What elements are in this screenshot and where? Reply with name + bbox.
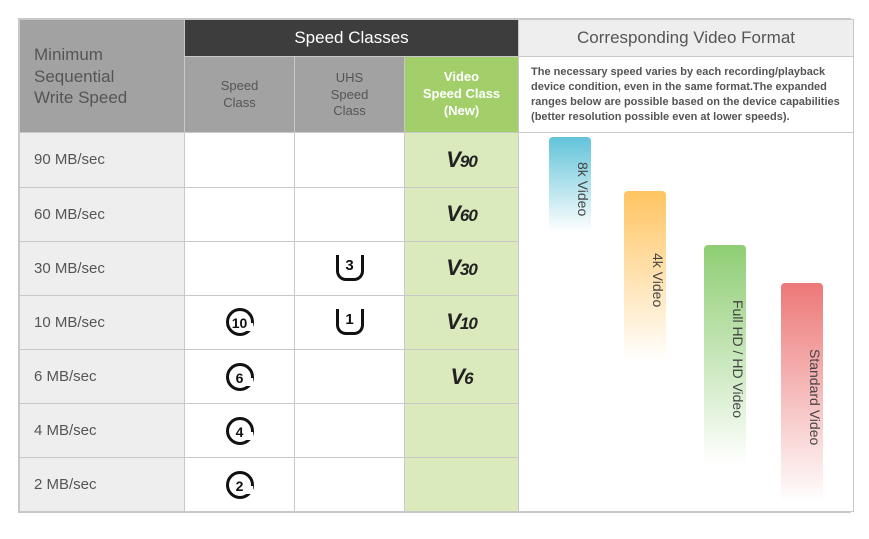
subhead-speed-class: SpeedClass [185,57,295,133]
class-c-icon: 4 [226,417,254,445]
video-class-label: V90 [446,147,477,172]
video-format-bar: 8k Video [549,137,591,232]
video-class-cell: V10 [405,295,519,349]
speed-cell: 30 MB/sec [20,241,185,295]
video-class-cell: V6 [405,349,519,403]
video-class-cell: V30 [405,241,519,295]
video-class-cell: V60 [405,187,519,241]
header-video-format: Corresponding Video Format [519,20,854,57]
uhs-cell [295,133,405,187]
class-c-icon: 6 [226,363,254,391]
class-c-cell: 10 [185,295,295,349]
class-c-cell: 2 [185,458,295,512]
class-c-cell: 4 [185,404,295,458]
class-c-cell [185,241,295,295]
table-row: 90 MB/secV908k Video4k VideoFull HD / HD… [20,133,854,187]
class-c-icon: 2 [226,471,254,499]
header-min-speed: MinimumSequentialWrite Speed [20,20,185,133]
video-format-bar: 4k Video [624,191,666,361]
video-class-cell [405,404,519,458]
uhs-icon: 3 [336,255,364,281]
speed-cell: 4 MB/sec [20,404,185,458]
speed-class-table-wrap: MinimumSequentialWrite Speed Speed Class… [18,18,851,513]
header-speed-classes: Speed Classes [185,20,519,57]
class-c-cell [185,133,295,187]
header-min-speed-text: MinimumSequentialWrite Speed [34,45,127,107]
uhs-cell: 1 [295,295,405,349]
uhs-cell [295,187,405,241]
video-format-bar: Standard Video [781,283,823,503]
video-format-note: The necessary speed varies by each recor… [519,57,854,133]
speed-class-table: MinimumSequentialWrite Speed Speed Class… [19,19,854,512]
class-c-icon: 10 [226,308,254,336]
speed-cell: 90 MB/sec [20,133,185,187]
class-c-cell: 6 [185,349,295,403]
header-row-1: MinimumSequentialWrite Speed Speed Class… [20,20,854,57]
table-body: 90 MB/sec V90 8k Video 4k Video Full HD / HD… [20,133,854,512]
subhead-uhs-class: UHSSpeedClass [295,57,405,133]
speed-cell: 6 MB/sec [20,349,185,403]
video-class-label: V10 [446,309,477,334]
video-class-cell: V90 [405,133,519,187]
video-format-panel: 8k Video 4k Video Full HD / HD Video Standa… [519,133,854,512]
video-class-label: V30 [446,255,477,280]
speed-cell: 10 MB/sec [20,295,185,349]
class-c-cell [185,187,295,241]
uhs-cell [295,349,405,403]
video-class-cell [405,458,519,512]
uhs-cell [295,458,405,512]
speed-cell: 60 MB/sec [20,187,185,241]
subhead-video-class: VideoSpeed Class(New) [405,57,519,133]
video-format-bar: Full HD / HD Video [704,245,746,465]
uhs-cell: 3 [295,241,405,295]
uhs-icon: 1 [336,309,364,335]
video-class-label: V60 [446,201,477,226]
speed-cell: 2 MB/sec [20,458,185,512]
video-class-label: V6 [450,364,472,389]
uhs-cell [295,404,405,458]
